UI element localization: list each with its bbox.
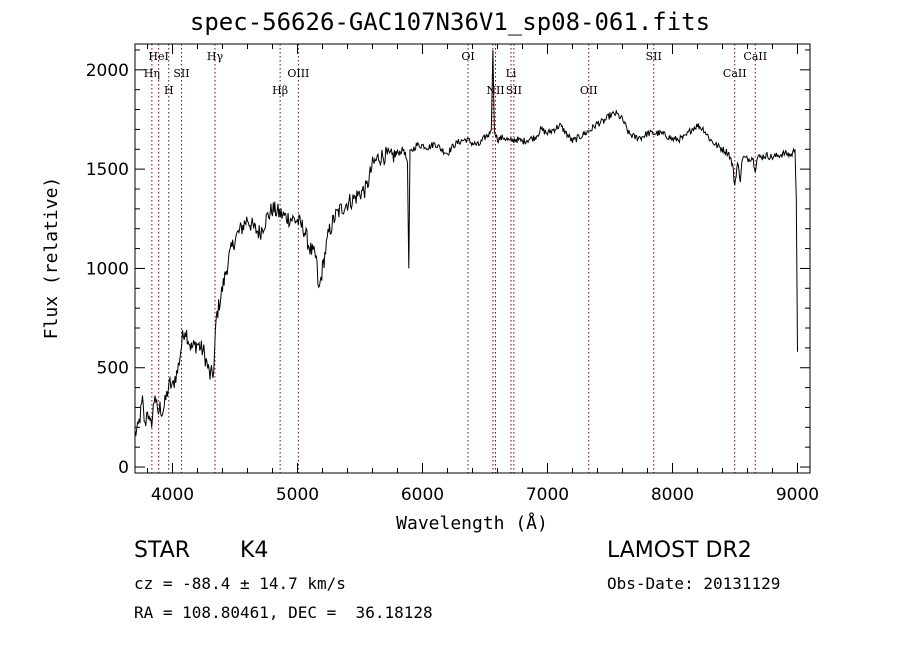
chart-title: spec-56626-GAC107N36V1_sp08-061.fits <box>189 8 711 36</box>
line-label-14: CaII <box>723 67 747 80</box>
line-label-3: SII <box>173 67 189 80</box>
y-axis-label: Flux (relative) <box>41 177 62 340</box>
line-label-0: Hη <box>144 67 160 80</box>
line-label-9: NII <box>486 84 504 97</box>
survey-name: LAMOST DR2 <box>607 538 752 563</box>
x-tick-label-4000: 4000 <box>151 485 194 505</box>
x-tick-label-8000: 8000 <box>651 485 694 505</box>
line-label-2: H <box>164 84 174 97</box>
line-label-11: SII <box>506 84 522 97</box>
x-tick-label-5000: 5000 <box>276 485 319 505</box>
line-label-7: OI <box>461 50 474 63</box>
x-tick-label-6000: 6000 <box>401 485 444 505</box>
line-label-12: OII <box>580 84 598 97</box>
spectrum-line <box>134 49 798 437</box>
line-label-4: Hγ <box>207 50 224 63</box>
y-tick-label-2000: 2000 <box>86 61 129 81</box>
spectrum-series <box>134 49 798 437</box>
observation-date: Obs-Date: 20131129 <box>607 574 781 593</box>
line-label-5: Hβ <box>272 84 288 97</box>
line-label-10: Li <box>506 67 517 80</box>
object-subclass: K4 <box>240 538 269 563</box>
radial-velocity: cz = -88.4 ± 14.7 km/s <box>134 574 346 593</box>
spectral-line-markers <box>151 44 756 473</box>
axis-ticks: 4000 5000 6000 7000 8000 9000 0 500 1000 1500 2000 <box>86 44 819 505</box>
y-tick-label-1000: 1000 <box>86 259 129 279</box>
x-tick-label-7000: 7000 <box>526 485 569 505</box>
line-label-1: HeI <box>148 50 168 63</box>
line-label-15: CaII <box>743 50 767 63</box>
y-tick-label-1500: 1500 <box>86 160 129 180</box>
plot-frame <box>134 43 811 474</box>
line-label-13: SII <box>646 50 662 63</box>
y-tick-label-500: 500 <box>97 359 129 379</box>
x-axis-label: Wavelength (Å) <box>396 512 548 534</box>
x-tick-label-9000: 9000 <box>776 485 819 505</box>
y-tick-label-0: 0 <box>118 458 129 478</box>
sky-coordinates: RA = 108.80461, DEC = 36.18128 <box>134 603 433 622</box>
object-class: STAR <box>134 538 191 563</box>
line-label-6: OIII <box>287 67 309 80</box>
